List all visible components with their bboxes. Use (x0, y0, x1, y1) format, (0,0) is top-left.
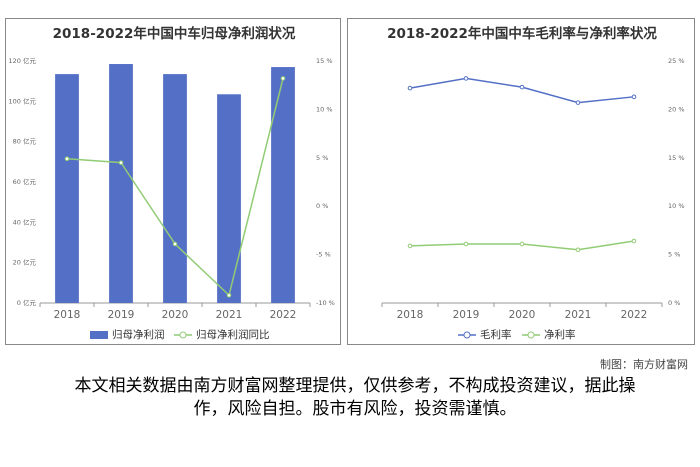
y-tick-label: 60 亿元 (13, 177, 37, 186)
point (64, 156, 70, 162)
point (575, 247, 581, 253)
x-tick-label: 2020 (509, 309, 536, 321)
chart: 2018-2022年中国中车归母净利润状况 0 亿元 20 亿元 40 亿元 60 亿元… (5, 18, 341, 345)
x-tick-label: 2018 (54, 309, 81, 321)
point (172, 241, 178, 247)
bar (271, 67, 295, 303)
bar (109, 64, 133, 304)
y2-tick-label: 20 % (668, 105, 685, 113)
x-tick-label: 2020 (162, 309, 189, 321)
legend-swatch (179, 331, 187, 339)
legend-label: 净利率 (544, 328, 576, 341)
x-tick-label: 2022 (621, 309, 648, 321)
y-tick-label: 120 亿元 (9, 56, 37, 65)
y2-tick-label: -5 % (316, 251, 331, 259)
point (280, 76, 286, 81)
point (226, 292, 232, 298)
x-tick-label: 2021 (216, 309, 243, 321)
y-tick-label: 20 亿元 (13, 258, 37, 267)
y-tick-label: 80 亿元 (13, 137, 37, 146)
point (463, 241, 469, 247)
y2-tick-label: 0 % (668, 299, 680, 307)
point (519, 84, 525, 90)
credit: 制图：南方财富网 (600, 358, 688, 371)
y2-tick-label: 15 % (668, 154, 685, 162)
y-tick-label: 40 亿元 (13, 217, 37, 226)
point (631, 238, 637, 244)
line (409, 77, 635, 104)
x-tick-label: 2021 (565, 309, 592, 321)
x-tick-label: 2018 (397, 309, 424, 321)
y2-tick-label: 0 % (316, 202, 328, 210)
x-tick-label: 2022 (270, 309, 297, 321)
point (631, 94, 637, 100)
y-tick-label: 100 亿元 (9, 96, 37, 105)
legend-label: 归母净利润 (112, 328, 165, 341)
chart-title: 2018-2022年中国中车归母净利润状况 (53, 25, 296, 42)
x-tick-label: 2019 (108, 309, 135, 321)
bar (163, 74, 187, 303)
y2-tick-label: 10 % (316, 105, 333, 113)
legend-label: 毛利率 (480, 328, 512, 341)
legend-swatch (90, 331, 108, 339)
bar (217, 94, 241, 304)
legend-label: 归母净利润同比 (196, 328, 270, 341)
y2-tick-label: 10 % (668, 202, 685, 210)
bar (55, 74, 79, 303)
chart-title: 2018-2022年中国中车毛利率与净利率状况 (387, 25, 657, 42)
legend-swatch (527, 331, 535, 339)
y-tick-label: 0 亿元 (17, 298, 37, 307)
y2-tick-label: -10 % (316, 299, 335, 307)
point (407, 85, 413, 91)
y2-tick-label: 15 % (316, 57, 333, 65)
legend-swatch (463, 331, 471, 339)
point (407, 243, 413, 249)
x-tick-label: 2019 (453, 309, 480, 321)
y2-tick-label: 5 % (316, 154, 328, 162)
disclaimer: 本文相关数据由南方财富网整理提供，仅供参考，不构成投资建议，据此操作，风险自担。… (74, 376, 636, 419)
y2-tick-label: 25 % (668, 57, 685, 65)
point (519, 241, 525, 247)
chart: 2018-2022年中国中车毛利率与净利率状况 0 % 5 % 10 % 15 % 20 … (347, 18, 695, 345)
point (118, 160, 124, 165)
point (575, 100, 581, 105)
point (463, 76, 469, 81)
y2-tick-label: 5 % (668, 251, 680, 259)
